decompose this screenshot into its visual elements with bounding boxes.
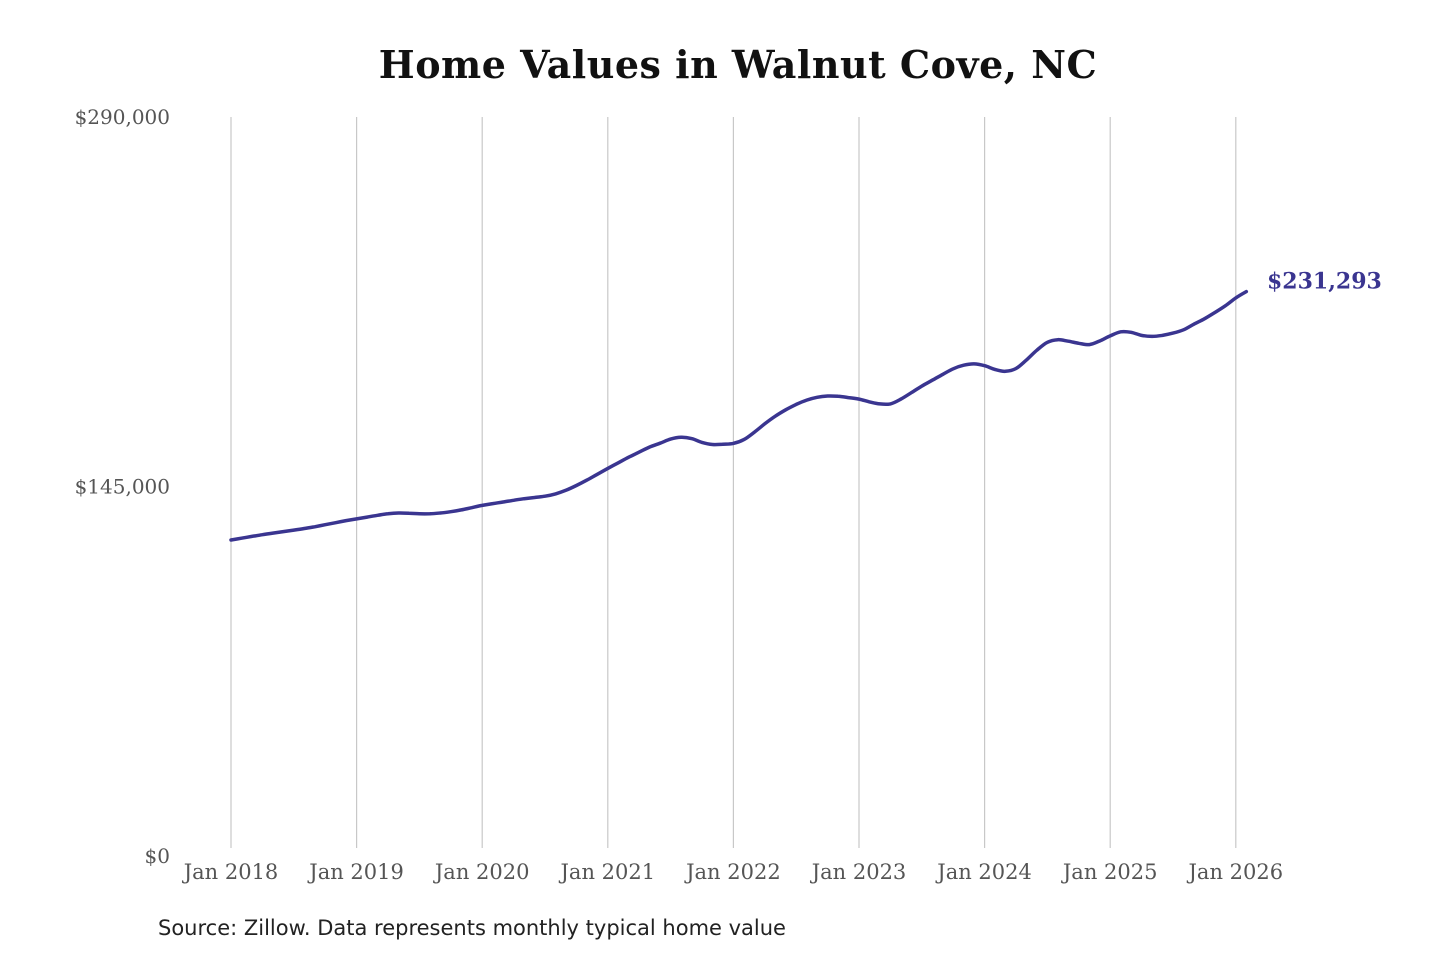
x-tick-label: Jan 2020 [433,860,530,884]
x-tick-label: Jan 2026 [1187,860,1284,884]
x-tick-label: Jan 2018 [182,860,279,884]
series-layer [229,289,1249,542]
x-tick-label: Jan 2019 [307,860,404,884]
home-value-line [229,289,1249,542]
y-tick-label: $145,000 [75,475,170,499]
y-tick-label: $0 [145,844,170,868]
y-axis-ticks: $0 $145,000 $290,000 [75,105,170,868]
x-tick-label: Jan 2024 [935,860,1032,884]
x-tick-label: Jan 2021 [559,860,656,884]
end-value-label: $231,293 [1267,269,1382,295]
x-tick-label: Jan 2025 [1061,860,1158,884]
x-tick-label: Jan 2022 [684,860,781,884]
x-tick-label: Jan 2023 [810,860,907,884]
chart-title: Home Values in Walnut Cove, NC [378,42,1098,87]
y-tick-label: $290,000 [75,105,170,129]
gridlines [230,117,1237,848]
end-label-layer: $231,293 [1267,269,1382,295]
x-axis-ticks: Jan 2018 Jan 2019 Jan 2020 Jan 2021 Jan 2022… [182,860,1283,884]
source-note: Source: Zillow. Data represents monthly … [158,916,786,940]
